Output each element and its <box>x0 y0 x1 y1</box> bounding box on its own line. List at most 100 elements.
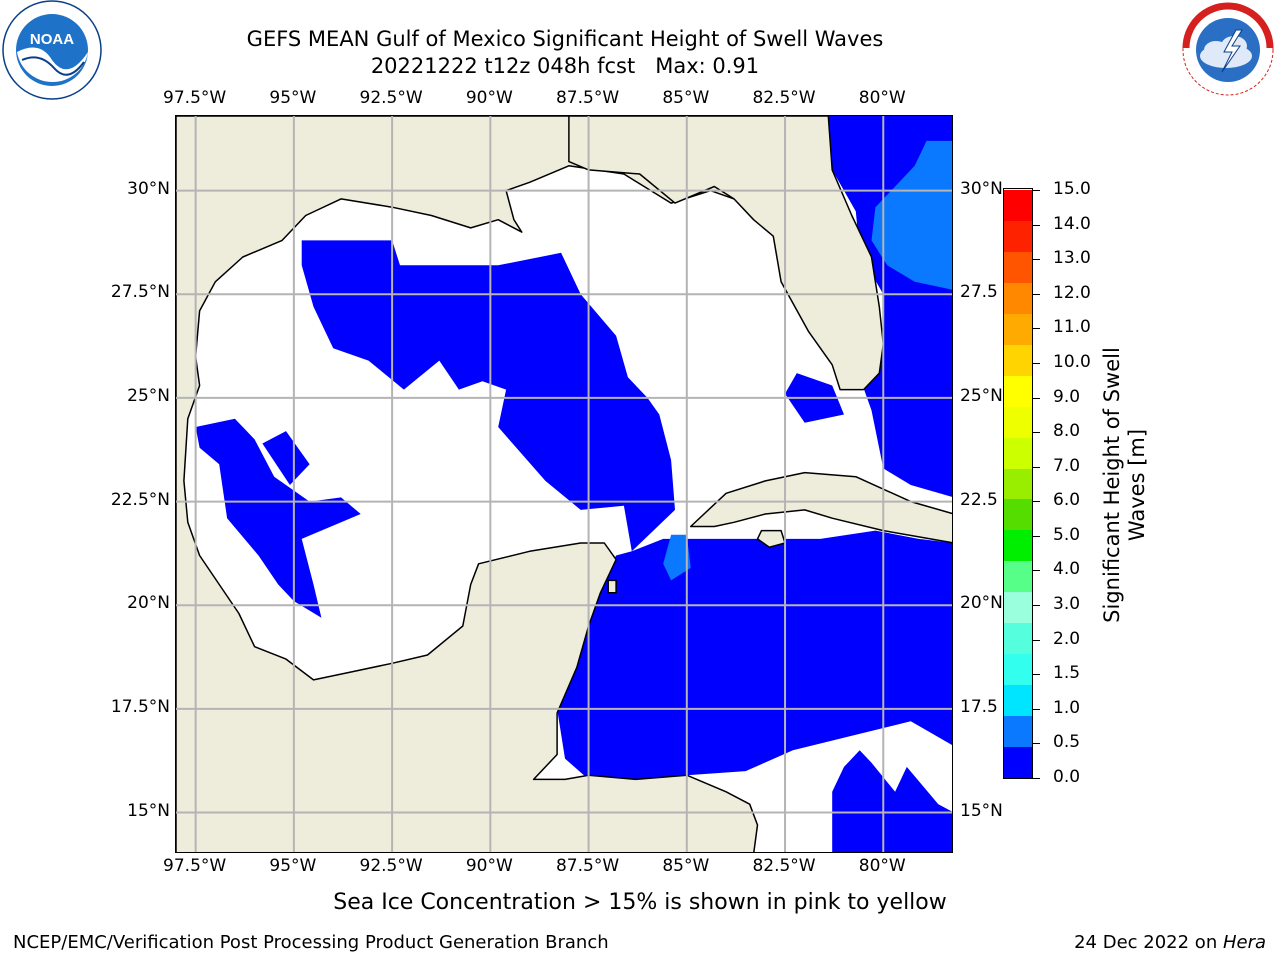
colorbar-tick-mark <box>1033 708 1040 710</box>
lon-label-top: 82.5°W <box>752 88 816 108</box>
colorbar-tick-label: 2.0 <box>1053 628 1081 649</box>
colorbar-tick-label: 14.0 <box>1053 213 1091 234</box>
colorbar-tick-mark <box>1033 743 1040 745</box>
colorbar-tick-label: 1.0 <box>1053 697 1081 718</box>
colorbar-tick-label: 13.0 <box>1053 248 1091 269</box>
nws-logo <box>1180 2 1276 98</box>
colorbar-segment <box>1004 684 1032 717</box>
lat-label-right: 17.5 <box>960 696 998 717</box>
colorbar-tick-label: 12.0 <box>1053 282 1091 303</box>
colorbar-tick-mark <box>1033 778 1040 779</box>
lat-label-left: 30°N <box>127 178 170 199</box>
colorbar-tick-mark <box>1033 328 1040 330</box>
colorbar-tick-label: 9.0 <box>1053 386 1081 407</box>
lat-label-right: 20°N <box>960 593 1003 614</box>
lat-label-right: 30°N <box>960 178 1003 199</box>
colorbar-segment <box>1004 437 1032 469</box>
lon-label-bottom: 92.5°W <box>359 856 423 876</box>
colorbar-tick-label: 5.0 <box>1053 524 1081 545</box>
lon-label-top: 95°W <box>269 88 317 108</box>
footer-left: NCEP/EMC/Verification Post Processing Pr… <box>13 932 609 953</box>
lon-label-top: 85°W <box>662 88 710 108</box>
colorbar-segment <box>1004 622 1032 655</box>
lon-label-top: 97.5°W <box>163 88 227 108</box>
colorbar-tick-mark <box>1033 224 1040 226</box>
lon-label-top: 90°W <box>465 88 513 108</box>
colorbar-tick-label: 6.0 <box>1053 490 1081 511</box>
colorbar-segment <box>1004 498 1032 531</box>
lat-label-left: 22.5°N <box>110 489 170 510</box>
colorbar-tick-mark <box>1033 466 1040 468</box>
lat-label-right: 27.5 <box>960 282 998 303</box>
colorbar-tick-mark <box>1033 674 1040 676</box>
land-florida <box>568 116 885 391</box>
lon-label-bottom: 80°W <box>858 856 906 876</box>
lat-label-left: 20°N <box>127 593 170 614</box>
colorbar-tick-label: 0.0 <box>1053 767 1081 787</box>
lat-label-right: 25°N <box>960 385 1003 406</box>
lat-label-right: 22.5 <box>960 489 998 510</box>
colorbar-tick-label: 10.0 <box>1053 351 1091 372</box>
colorbar-tick-mark <box>1033 535 1040 537</box>
colorbar-segment <box>1004 375 1032 407</box>
colorbar-segment <box>1004 220 1032 252</box>
colorbar-tick-label: 11.0 <box>1053 317 1091 338</box>
chart-title-line2: 20221222 t12z 048h fcst Max: 0.91 <box>370 54 760 78</box>
lon-label-bottom: 85°W <box>662 856 710 876</box>
land-cozumel <box>607 579 617 594</box>
land-isle-of-youth <box>756 529 786 548</box>
footer-host: Hera <box>1222 932 1266 953</box>
colorbar-segment <box>1004 529 1032 562</box>
chart-title-line1: GEFS MEAN Gulf of Mexico Significant Hei… <box>246 27 884 51</box>
colorbar-segment <box>1004 715 1032 748</box>
lat-label-left: 27.5°N <box>110 282 170 303</box>
footer-right: 24 Dec 2022 on Hera <box>1074 932 1266 953</box>
colorbar-segment <box>1004 406 1032 438</box>
swell-atlantic-light <box>871 140 952 290</box>
lat-label-right: 15°N <box>960 800 1003 821</box>
colorbar-label-line2: Waves [m] <box>1125 428 1149 542</box>
colorbar-tick-mark <box>1033 397 1040 399</box>
colorbar-tick-label: 15.0 <box>1053 179 1091 199</box>
lon-label-bottom: 82.5°W <box>752 856 816 876</box>
colorbar-label-line1: Significant Height of Swell <box>1100 347 1124 623</box>
colorbar-tick-mark <box>1033 259 1040 261</box>
lon-label-top: 87.5°W <box>555 88 620 108</box>
lat-label-left: 15°N <box>127 800 170 821</box>
swell-caribbean <box>557 530 952 852</box>
swell-yucatan-channel-light <box>663 534 691 581</box>
colorbar-segment <box>1004 591 1032 624</box>
colorbar-tick-label: 7.0 <box>1053 455 1081 476</box>
colorbar-tick-label: 3.0 <box>1053 594 1081 615</box>
colorbar-segment <box>1004 344 1032 376</box>
lat-label-left: 25°N <box>127 385 170 406</box>
colorbar-segment <box>1004 189 1032 221</box>
colorbar-segment <box>1004 282 1032 314</box>
swell-bay-campeche-west <box>262 431 310 485</box>
lon-label-top: 80°W <box>858 88 906 108</box>
map-plot <box>176 116 952 852</box>
colorbar-tick-mark <box>1033 605 1040 607</box>
colorbar-tick-mark <box>1033 190 1040 191</box>
lon-label-top: 92.5°W <box>359 88 423 108</box>
colorbar-segment <box>1004 313 1032 345</box>
colorbar-tick-mark <box>1033 501 1040 503</box>
sea-ice-caption: Sea Ice Concentration > 15% is shown in … <box>333 890 947 915</box>
colorbar-tick-mark <box>1033 432 1040 434</box>
colorbar <box>1003 188 1033 779</box>
lon-label-bottom: 95°W <box>269 856 317 876</box>
colorbar-tick-label: 8.0 <box>1053 421 1081 442</box>
land-areas <box>176 116 952 852</box>
graticule <box>176 116 952 852</box>
colorbar-tick-label: 1.5 <box>1053 663 1081 684</box>
colorbar-tick-mark <box>1033 293 1040 295</box>
noaa-logo: NOAA <box>2 0 102 100</box>
map-panel <box>175 115 953 853</box>
lat-label-left: 17.5°N <box>110 696 170 717</box>
colorbar-tick-mark <box>1033 639 1040 641</box>
colorbar-segment <box>1004 468 1032 500</box>
colorbar-tick-label: 4.0 <box>1053 559 1081 580</box>
lon-label-bottom: 97.5°W <box>163 856 227 876</box>
noaa-logo-text: NOAA <box>30 31 74 48</box>
colorbar-tick-mark <box>1033 362 1040 364</box>
